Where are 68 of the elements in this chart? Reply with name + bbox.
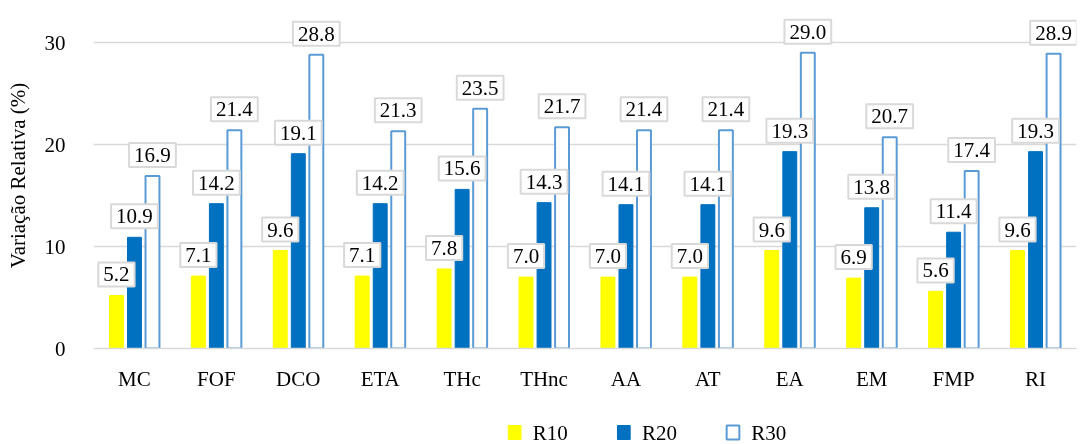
- data-label: 5.2: [103, 262, 130, 287]
- y-tick-label: 10: [44, 234, 66, 259]
- y-axis-title: Variação Relativa (%): [5, 82, 30, 269]
- legend-label: R30: [751, 420, 787, 444]
- legend-label: R20: [641, 420, 677, 444]
- legend-label: R10: [532, 420, 568, 444]
- data-label: 7.1: [349, 243, 376, 268]
- data-label: 9.6: [1004, 217, 1031, 242]
- data-label: 13.8: [853, 174, 891, 199]
- x-tick-label: ETA: [360, 366, 401, 391]
- x-tick-label: THc: [443, 366, 481, 391]
- y-tick-label: 30: [44, 30, 66, 55]
- data-label: 28.9: [1035, 20, 1072, 45]
- data-label: 10.9: [116, 204, 153, 229]
- data-label: 11.4: [935, 199, 973, 224]
- y-tick-label: 20: [44, 132, 66, 157]
- data-label: 20.7: [871, 104, 909, 129]
- data-label: 14.2: [198, 170, 235, 195]
- bar: [600, 276, 616, 349]
- bar: [846, 277, 862, 349]
- data-label: 15.6: [443, 156, 481, 181]
- data-label: 19.3: [771, 118, 809, 143]
- bar: [682, 276, 698, 349]
- data-label: 16.9: [134, 143, 171, 168]
- data-label: 21.4: [707, 97, 745, 122]
- data-label: 21.3: [379, 98, 417, 123]
- data-label: 7.1: [185, 243, 212, 268]
- x-tick-label: DCO: [276, 366, 321, 391]
- bar: [518, 276, 534, 349]
- bar: [354, 275, 370, 349]
- data-label: 9.6: [267, 217, 294, 242]
- y-tick-label: 0: [55, 336, 66, 361]
- x-tick-label: AT: [695, 366, 721, 391]
- data-label: 29.0: [789, 19, 827, 44]
- data-label: 19.1: [279, 120, 317, 145]
- data-label: 7.0: [512, 244, 540, 269]
- bar: [108, 294, 124, 349]
- data-label: 14.1: [607, 171, 645, 196]
- x-tick-label: THnc: [520, 366, 568, 391]
- data-label: 5.6: [922, 258, 949, 283]
- bar: [1010, 250, 1025, 349]
- x-tick-label: FMP: [932, 366, 975, 391]
- data-label: 7.0: [594, 244, 622, 269]
- data-label: 28.8: [297, 21, 335, 46]
- data-label: 21.4: [625, 97, 663, 122]
- x-tick-label: RI: [1025, 366, 1047, 391]
- data-label: 7.0: [676, 244, 703, 269]
- data-label: 9.6: [758, 217, 785, 242]
- data-label: 19.3: [1017, 118, 1054, 143]
- x-tick-label: EA: [775, 366, 805, 391]
- data-label: 23.5: [461, 75, 499, 100]
- x-tick-label: FOF: [197, 366, 236, 391]
- x-tick-label: MC: [118, 366, 151, 391]
- data-label: 21.4: [216, 97, 254, 122]
- bar: [928, 290, 944, 349]
- x-tick-label: EM: [855, 366, 888, 391]
- bar: [272, 250, 288, 349]
- bar: [190, 275, 206, 349]
- data-label: 14.3: [525, 169, 563, 194]
- data-label: 7.8: [430, 235, 458, 260]
- data-label: 6.9: [840, 245, 867, 270]
- x-tick-label: AA: [610, 366, 642, 391]
- data-label: 21.7: [543, 94, 581, 119]
- data-label: 14.2: [361, 170, 399, 195]
- bar: [436, 268, 452, 349]
- data-label: 14.1: [689, 171, 727, 196]
- bar: [764, 250, 780, 349]
- data-label: 17.4: [953, 138, 991, 163]
